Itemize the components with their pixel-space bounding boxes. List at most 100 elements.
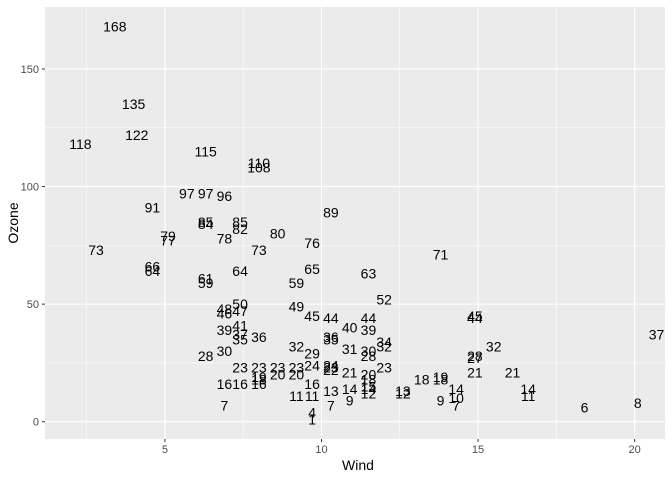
point-label: 118: [69, 136, 92, 152]
point-label: 39: [361, 322, 377, 338]
point-label: 65: [304, 261, 320, 277]
point-label: 32: [289, 338, 305, 354]
point-label: 23: [251, 360, 267, 376]
point-label: 82: [232, 221, 248, 237]
point-label: 44: [467, 310, 483, 326]
point-label: 80: [270, 226, 286, 242]
point-label: 13: [395, 383, 411, 399]
point-label: 35: [323, 331, 339, 347]
point-label: 8: [634, 395, 642, 411]
point-label: 16: [232, 376, 248, 392]
y-axis-title: Ozone: [5, 202, 21, 243]
point-label: 34: [376, 334, 392, 350]
point-label: 36: [251, 329, 267, 345]
point-label: 44: [361, 310, 377, 326]
point-label: 16: [217, 376, 233, 392]
point-label: 85: [198, 214, 214, 230]
point-label: 46: [217, 306, 233, 322]
point-label: 11: [305, 388, 320, 404]
point-label: 23: [289, 360, 305, 376]
point-label: 6: [581, 400, 589, 416]
point-label: 47: [232, 303, 248, 319]
point-label: 9: [437, 393, 445, 409]
point-label: 22: [323, 362, 339, 378]
point-label: 78: [217, 230, 233, 246]
point-label: 84: [198, 216, 214, 232]
point-label: 7: [221, 397, 229, 413]
point-label: 71: [433, 247, 449, 263]
x-axis-title: Wind: [342, 457, 374, 473]
point-label: 91: [145, 200, 161, 216]
point-label: 49: [289, 298, 305, 314]
point-label: 39: [217, 322, 233, 338]
point-label: 168: [103, 19, 127, 35]
point-label: 96: [217, 188, 233, 204]
point-label: 59: [198, 275, 214, 291]
point-label: 28: [198, 348, 214, 364]
point-label: 35: [232, 331, 248, 347]
point-label: 28: [467, 348, 483, 364]
point-label: 24: [304, 357, 320, 373]
x-tick-label: 15: [472, 444, 484, 456]
point-label: 21: [505, 364, 521, 380]
point-label: 59: [289, 275, 305, 291]
point-label: 45: [467, 308, 483, 324]
point-label: 10: [448, 390, 464, 406]
point-label: 61: [198, 270, 214, 286]
point-label: 50: [232, 296, 248, 312]
point-label: 79: [160, 228, 176, 244]
point-label: 115: [194, 143, 217, 159]
point-label: 13: [323, 383, 339, 399]
y-tick-label: 50: [27, 299, 39, 311]
point-label: 20: [289, 367, 305, 383]
point-label: 97: [198, 186, 214, 202]
point-label: 7: [327, 397, 335, 413]
point-label: 20: [270, 367, 286, 383]
point-label: 76: [304, 235, 320, 251]
point-label: 12: [361, 385, 377, 401]
point-label: 77: [160, 233, 176, 249]
point-label: 14: [520, 381, 536, 397]
point-label: 15: [361, 378, 377, 394]
point-label: 23: [376, 360, 392, 376]
plot-panel: [45, 7, 665, 439]
point-label: 30: [361, 343, 377, 359]
point-label: 24: [323, 357, 339, 373]
point-label: 14: [361, 381, 377, 397]
point-label: 16: [304, 376, 320, 392]
point-label: 19: [433, 369, 449, 385]
point-label: 36: [323, 329, 339, 345]
point-label: 7: [452, 397, 460, 413]
point-label: 16: [251, 376, 267, 392]
major-gridlines: [45, 7, 665, 439]
y-tick-label: 150: [21, 64, 39, 76]
point-label: 23: [323, 360, 339, 376]
point-label: 85: [232, 214, 248, 230]
point-label: 21: [342, 364, 358, 380]
point-label: 1: [308, 411, 316, 427]
point-label: 18: [361, 371, 377, 387]
point-label: 32: [376, 338, 392, 354]
point-label: 12: [395, 385, 411, 401]
point-label: 23: [270, 360, 286, 376]
point-label: 27: [467, 350, 483, 366]
point-label: 97: [179, 186, 195, 202]
point-label: 110: [248, 155, 271, 171]
point-label: 30: [217, 343, 233, 359]
point-label: 18: [433, 371, 449, 387]
point-label: 73: [251, 242, 267, 258]
x-tick-label: 20: [629, 444, 641, 456]
point-label: 44: [323, 310, 339, 326]
point-label: 23: [232, 360, 248, 376]
point-label: 135: [122, 96, 146, 112]
point-label: 11: [289, 388, 304, 404]
point-label: 29: [304, 346, 320, 362]
point-label: 11: [521, 388, 536, 404]
point-label: 52: [376, 291, 392, 307]
point-label: 37: [232, 327, 248, 343]
point-label: 73: [88, 242, 104, 258]
point-label: 18: [414, 371, 430, 387]
x-tick-label: 5: [162, 444, 168, 456]
